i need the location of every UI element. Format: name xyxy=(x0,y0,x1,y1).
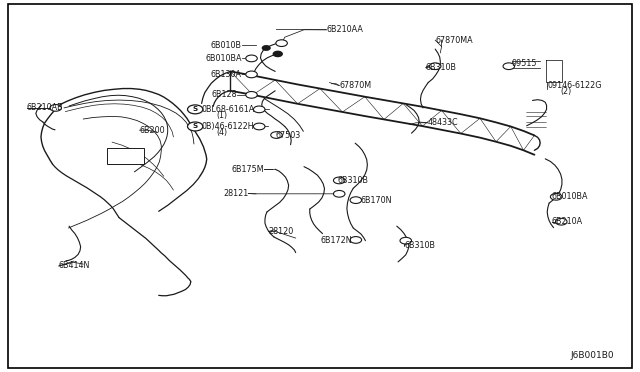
Text: 48433C: 48433C xyxy=(428,118,458,127)
Text: (2): (2) xyxy=(560,87,572,96)
Text: 28121: 28121 xyxy=(223,189,248,198)
Circle shape xyxy=(188,105,203,114)
Text: 99515: 99515 xyxy=(512,60,538,68)
Text: 6B210AB: 6B210AB xyxy=(27,103,63,112)
Text: (4): (4) xyxy=(216,128,227,137)
Text: 6B210A: 6B210A xyxy=(552,217,583,226)
Circle shape xyxy=(271,132,282,138)
Text: 6B130A: 6B130A xyxy=(211,70,242,79)
Text: 6B010BA: 6B010BA xyxy=(552,192,588,201)
Text: 6B172N: 6B172N xyxy=(321,236,352,245)
Circle shape xyxy=(400,237,412,244)
Text: 6B414N: 6B414N xyxy=(59,262,90,270)
Text: 09146-6122G: 09146-6122G xyxy=(547,81,602,90)
Circle shape xyxy=(246,55,257,62)
Text: J6B001B0: J6B001B0 xyxy=(571,351,614,360)
Circle shape xyxy=(253,106,265,113)
Text: 6B310B: 6B310B xyxy=(337,176,368,185)
Circle shape xyxy=(253,123,265,130)
Circle shape xyxy=(277,41,286,46)
Text: 6B010BA: 6B010BA xyxy=(205,54,242,63)
Circle shape xyxy=(276,40,287,46)
Text: 6B200: 6B200 xyxy=(140,126,165,135)
Text: (1): (1) xyxy=(216,111,227,120)
Circle shape xyxy=(273,51,282,57)
Text: 0BL68-6161A: 0BL68-6161A xyxy=(202,105,255,114)
Circle shape xyxy=(333,177,345,184)
Circle shape xyxy=(246,92,257,98)
Text: 6B210AA: 6B210AA xyxy=(326,25,364,34)
Text: 6B310B: 6B310B xyxy=(426,63,456,72)
Text: 67870M: 67870M xyxy=(339,81,371,90)
Circle shape xyxy=(188,122,203,131)
Text: 6B010B: 6B010B xyxy=(211,41,242,49)
Text: 6B170N: 6B170N xyxy=(361,196,392,205)
Circle shape xyxy=(246,71,257,78)
Text: 28120: 28120 xyxy=(269,227,294,236)
Circle shape xyxy=(350,237,362,243)
Circle shape xyxy=(556,218,567,225)
FancyBboxPatch shape xyxy=(107,148,144,164)
Text: 6B310B: 6B310B xyxy=(404,241,435,250)
Text: S: S xyxy=(193,124,198,129)
Text: S: S xyxy=(193,106,198,112)
Circle shape xyxy=(262,46,270,50)
Text: 0B)46-6122H: 0B)46-6122H xyxy=(202,122,254,131)
Circle shape xyxy=(550,193,562,200)
Text: 6B128: 6B128 xyxy=(211,90,237,99)
Circle shape xyxy=(503,63,515,70)
Text: 67503: 67503 xyxy=(275,131,300,140)
Text: 67870MA: 67870MA xyxy=(435,36,473,45)
Circle shape xyxy=(350,197,362,203)
Text: 6B175M: 6B175M xyxy=(232,165,264,174)
Circle shape xyxy=(333,190,345,197)
Circle shape xyxy=(429,63,441,70)
Circle shape xyxy=(50,105,61,111)
